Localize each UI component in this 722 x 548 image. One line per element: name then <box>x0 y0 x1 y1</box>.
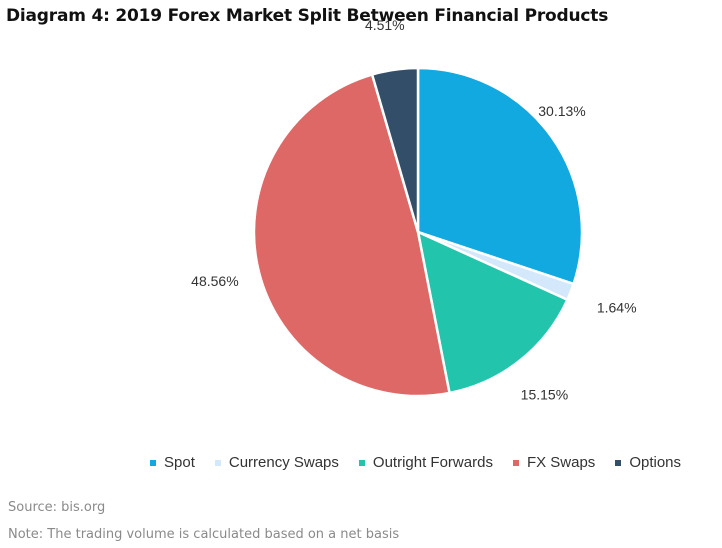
pie-slice-spot <box>416 66 584 286</box>
pie-slice-outright-forwards <box>416 230 569 395</box>
legend-swatch <box>358 459 365 466</box>
legend-label: Outright Forwards <box>372 454 493 471</box>
data-label-spot: 30.13% <box>538 103 585 119</box>
legend-label: Spot <box>164 454 195 471</box>
legend-swatch <box>615 459 622 466</box>
pie-slice-options <box>370 66 420 234</box>
legend-item-spot: Spot <box>150 454 195 471</box>
chart-legend: Spot Currency Swaps Outright Forwards FX Sw… <box>150 454 681 471</box>
legend-label: FX Swaps <box>526 454 596 471</box>
methodology-note: Note: The trading volume is calculated b… <box>8 527 400 542</box>
legend-item-options: Options <box>615 454 681 471</box>
legend-swatch <box>512 459 519 466</box>
source-note: Source: bis.org <box>8 500 106 515</box>
data-label-outright-forwards: 15.15% <box>521 386 568 402</box>
pie-slices <box>252 66 584 398</box>
pie-data-labels: 30.13% 1.64% 15.15% 48.56% 4.51% <box>191 17 636 402</box>
data-label-options: 4.51% <box>365 17 405 33</box>
legend-label: Options <box>629 454 682 471</box>
legend-item-fx-swaps: FX Swaps <box>512 454 596 471</box>
legend-item-outright-forwards: Outright Forwards <box>358 454 493 471</box>
legend-item-currency-swaps: Currency Swaps <box>214 454 339 471</box>
data-label-currency-swaps: 1.64% <box>597 300 637 316</box>
legend-swatch <box>214 459 221 466</box>
pie-slice-fx-swaps <box>252 73 451 398</box>
legend-label: Currency Swaps <box>228 454 339 471</box>
chart-title: Diagram 4: 2019 Forex Market Split Betwe… <box>6 6 609 26</box>
data-label-fx-swaps: 48.56% <box>191 273 238 289</box>
legend-swatch <box>150 459 156 466</box>
